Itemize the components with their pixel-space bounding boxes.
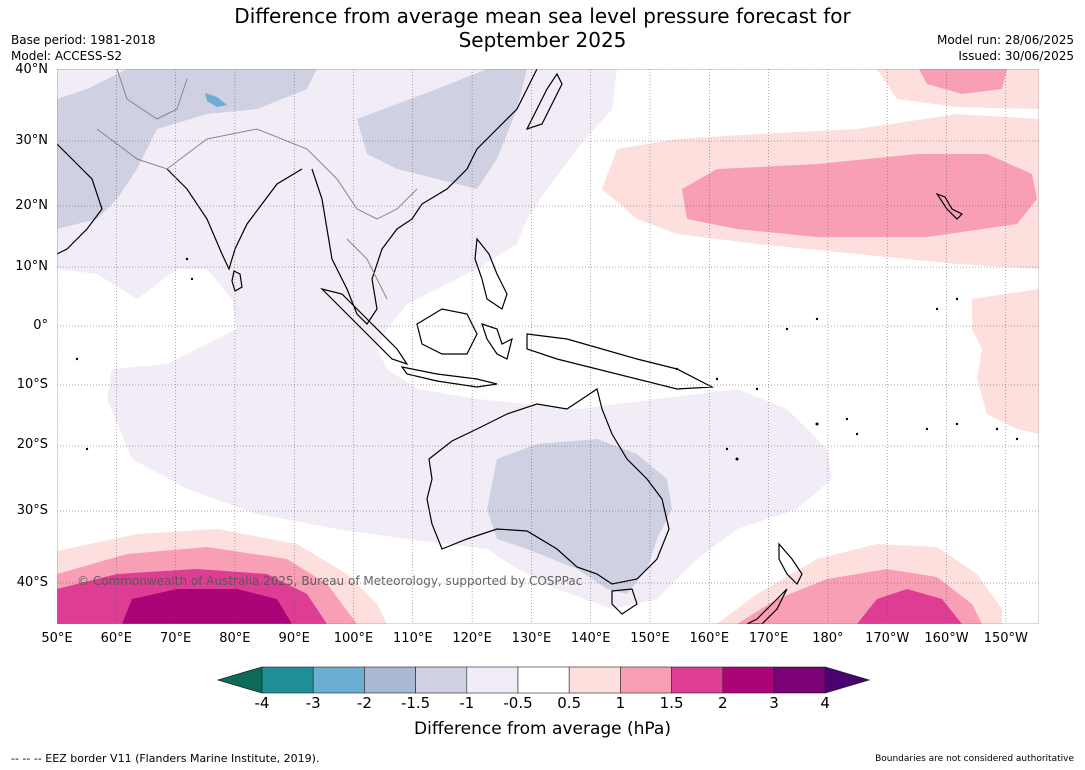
colorbar-swatch: [773, 666, 826, 694]
pressure-anomaly-map: [57, 69, 1039, 624]
lat-label: 20°N: [15, 198, 48, 213]
lon-label: 180°: [812, 631, 844, 646]
graticule: [57, 69, 1039, 624]
colorbar-swatch: [364, 666, 416, 694]
meta-right: Model run: 28/06/2025 Issued: 30/06/2025: [937, 32, 1074, 64]
lon-label: 130°E: [511, 631, 552, 646]
eez-note: -- -- -- EEZ border V11 (Flanders Marine…: [11, 752, 320, 765]
colorbar-title: Difference from average (hPa): [414, 719, 671, 739]
colorbar-tick-label: 3: [769, 694, 779, 712]
colorbar-tick-label: -1: [459, 694, 475, 712]
colorbar-swatch: [415, 666, 468, 694]
new-zealand-south-coast: [746, 588, 788, 624]
java-coast: [400, 366, 498, 388]
lon-label: 170°E: [748, 631, 789, 646]
coastlines: [57, 69, 964, 624]
lat-label: 40°N: [15, 62, 48, 77]
new-zealand-north-coast: [778, 542, 803, 586]
lon-label: 90°E: [278, 631, 310, 646]
anomaly-region-neg-1: [57, 69, 317, 229]
lon-label: 50°E: [41, 631, 73, 646]
colorbar-swatch: [620, 666, 672, 694]
colorbar-swatch: [517, 666, 570, 694]
colorbar-swatch: [261, 666, 314, 694]
lon-label: 70°E: [159, 631, 192, 646]
lon-label: 140°E: [570, 631, 611, 646]
model-name: Model: ACCESS-S2: [11, 49, 123, 63]
anomaly-region-pos-1: [919, 69, 1007, 94]
colorbar: [216, 666, 870, 694]
colorbar-tick-label: 0.5: [557, 694, 582, 712]
anomaly-region-neg-2: [205, 93, 227, 107]
anomaly-region-pos-0.5: [972, 289, 1039, 434]
lon-label: 150°E: [630, 631, 670, 646]
model-run: Model run: 28/06/2025: [936, 33, 1074, 47]
colorbar-tick-label: -0.5: [503, 694, 533, 712]
japan-coast: [525, 72, 563, 131]
colorbar-tick-label: -1.5: [400, 694, 431, 712]
anomaly-region-pos-1.5: [857, 589, 962, 624]
hawaii-coast: [935, 192, 964, 220]
lon-label: 160°W: [924, 631, 969, 646]
china-coast: [421, 69, 538, 205]
lon-label: 80°E: [219, 631, 251, 646]
colorbar-boxes: [216, 666, 870, 694]
colorbar-swatch: [671, 666, 724, 694]
colorbar-swatch: [722, 666, 775, 694]
lon-label: 150°W: [983, 631, 1028, 646]
colorbar-tick-label: 1.5: [659, 694, 684, 712]
anomaly-region-pos-1: [682, 154, 1037, 237]
lat-label: 20°S: [16, 437, 48, 452]
lat-label: 30°N: [15, 133, 48, 148]
lon-label: 160°E: [689, 631, 730, 646]
country-boundaries: [96, 69, 418, 300]
lon-label: 60°E: [100, 631, 132, 646]
title-line-1: Difference from average mean sea level p…: [234, 4, 851, 28]
anomaly-region-neg-1: [357, 69, 527, 189]
base-period: Base period: 1981-2018: [11, 33, 156, 47]
tasmania-coast: [611, 588, 638, 615]
copyright-notice: © Commonwealth of Australia 2025, Bureau…: [77, 574, 583, 588]
lon-label: 110°E: [393, 631, 433, 646]
colorbar-tick-label: -3: [305, 694, 321, 712]
map-title: Difference from average mean sea level p…: [0, 4, 1085, 52]
disclaimer: Boundaries are not considered authoritat…: [875, 754, 1074, 764]
australia-coast: [426, 388, 670, 585]
issued-date: Issued: 30/06/2025: [958, 49, 1074, 63]
sri-lanka-coast: [231, 270, 243, 292]
colorbar-swatch: [466, 666, 519, 694]
india-coast: [166, 168, 303, 271]
anomaly-region-neg-1: [487, 439, 672, 594]
lat-label: 0°: [33, 318, 48, 333]
meta-left: Base period: 1981-2018 Model: ACCESS-S2: [11, 32, 156, 64]
pacific-islands: [75, 257, 1019, 461]
colorbar-tick-label: 1: [615, 694, 626, 712]
anomaly-region-pos-2: [122, 589, 292, 624]
southeast-asia-coast: [311, 168, 423, 325]
new-guinea-coast: [526, 333, 715, 390]
lat-label: 10°S: [16, 377, 48, 392]
lon-label: 100°E: [333, 631, 374, 646]
colorbar-tick-label: 2: [718, 694, 728, 712]
colorbar-extend-low: [216, 666, 263, 694]
lat-label: 10°N: [15, 259, 48, 274]
colorbar-swatch: [568, 666, 621, 694]
title-line-2: September 2025: [458, 28, 627, 52]
sumatra-coast: [320, 287, 409, 366]
colorbar-tick-label: 4: [820, 694, 830, 712]
sulawesi-coast: [481, 323, 513, 360]
lon-label: 170°W: [865, 631, 910, 646]
lat-label: 40°S: [16, 575, 48, 590]
arabia-coast: [57, 143, 103, 255]
borneo-coast: [416, 308, 478, 355]
colorbar-swatch: [312, 666, 365, 694]
lat-label: 30°S: [16, 503, 48, 518]
colorbar-extend-high: [824, 666, 870, 694]
lon-label: 120°E: [452, 631, 492, 646]
philippines-coast: [474, 237, 508, 310]
colorbar-tick-label: -4: [254, 694, 270, 712]
colorbar-tick-label: -2: [356, 694, 372, 712]
